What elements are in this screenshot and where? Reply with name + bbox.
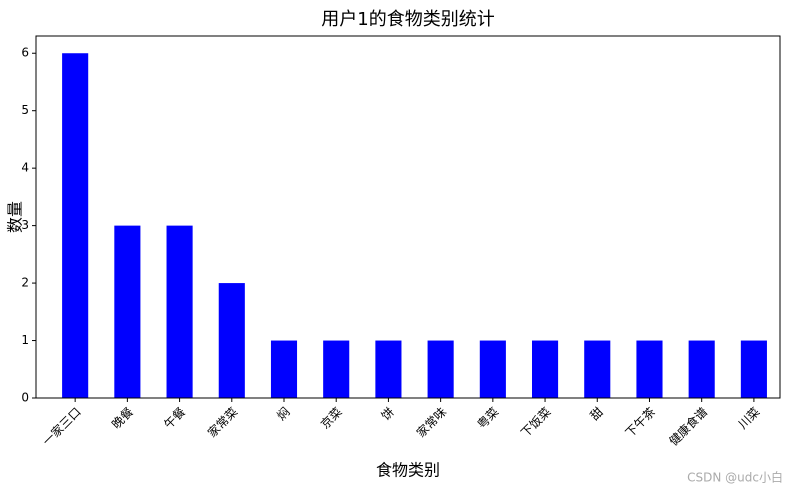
bar — [584, 340, 611, 398]
bar — [427, 340, 454, 398]
x-tick-label: 焖 — [273, 404, 292, 423]
y-tick-label: 2 — [21, 276, 29, 290]
bar — [62, 53, 89, 398]
x-tick-label: 饼 — [379, 405, 397, 423]
bar — [114, 225, 141, 398]
x-axis-label: 食物类别 — [376, 461, 440, 480]
bar — [532, 340, 559, 398]
x-tick-label: 家常菜 — [204, 404, 240, 440]
watermark: CSDN @udc小白 — [687, 470, 783, 485]
y-tick-label: 5 — [21, 103, 29, 117]
bar — [270, 340, 298, 398]
x-tick-label: 晚餐 — [108, 404, 136, 432]
x-tick-label: 下午茶 — [622, 404, 658, 440]
x-tick-label: 一家三口 — [39, 404, 84, 449]
x-tick-label: 甜 — [587, 405, 605, 423]
x-tick-label: 粤菜 — [474, 404, 502, 432]
y-tick-label: 6 — [21, 46, 29, 60]
bar — [740, 340, 767, 398]
bar — [636, 340, 663, 398]
bar — [166, 225, 193, 398]
x-tick-label: 京菜 — [318, 405, 345, 432]
bar — [479, 340, 506, 398]
chart-title: 用户1的食物类别统计 — [321, 9, 494, 30]
bar — [375, 340, 402, 398]
x-tick-label: 川菜 — [736, 405, 763, 432]
bar — [323, 340, 350, 398]
y-tick-label: 0 — [21, 391, 29, 405]
plot-frame — [35, 35, 781, 399]
x-tick-label: 午餐 — [161, 404, 189, 432]
y-axis-label: 数量 — [6, 201, 25, 233]
x-tick-label: 下饭菜 — [518, 405, 553, 440]
bar — [218, 283, 245, 398]
bar — [688, 340, 715, 398]
y-tick-label: 4 — [21, 161, 29, 175]
y-tick-label: 1 — [21, 333, 29, 347]
x-tick-label: 健康食谱 — [666, 404, 711, 449]
x-tick-label: 家常味 — [413, 404, 449, 440]
y-tick-label: 3 — [21, 218, 29, 232]
